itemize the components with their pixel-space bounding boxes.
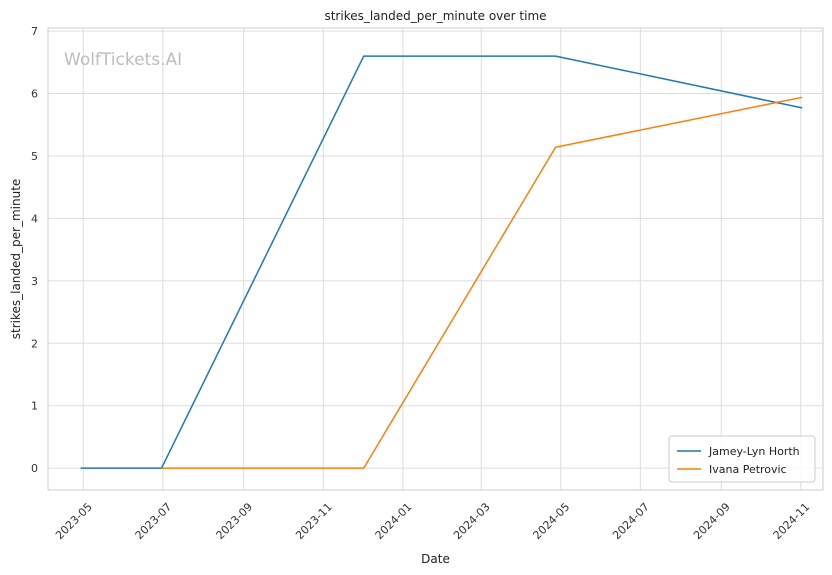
y-tick-label: 2 <box>31 337 38 350</box>
y-tick-label: 6 <box>31 88 38 101</box>
legend-label-ivana-petrovic: Ivana Petrovic <box>709 463 787 476</box>
watermark-text: WolfTickets.AI <box>64 50 182 70</box>
legend-box <box>668 435 816 483</box>
x-tick-label: 2024-07 <box>610 500 652 542</box>
x-tick-label: 2024-11 <box>771 500 813 542</box>
x-tick-label: 2023-05 <box>53 500 95 542</box>
x-axis-ticks: 2023-05 2023-07 2023-09 2023-11 2024-01 2024-… <box>53 500 812 542</box>
x-tick-label: 2024-01 <box>373 500 415 542</box>
x-axis-title: Date <box>421 552 450 566</box>
y-tick-label: 0 <box>31 462 38 475</box>
x-tick-label: 2023-11 <box>293 500 335 542</box>
chart-title: strikes_landed_per_minute over time <box>324 9 546 23</box>
series-line-jamey-lyn-horth <box>80 55 803 469</box>
legend: Jamey-Lyn Horth Ivana Petrovic <box>668 435 816 483</box>
x-tick-label: 2023-07 <box>133 500 175 542</box>
legend-label-jamey-lyn-horth: Jamey-Lyn Horth <box>708 445 800 458</box>
series-layer <box>80 55 803 469</box>
grid <box>48 28 823 490</box>
y-tick-label: 7 <box>31 25 38 38</box>
y-tick-label: 5 <box>31 150 38 163</box>
y-tick-label: 4 <box>31 212 38 225</box>
y-tick-label: 3 <box>31 275 38 288</box>
x-tick-label: 2023-09 <box>214 500 256 542</box>
y-axis-title: strikes_landed_per_minute <box>9 179 23 340</box>
y-tick-label: 1 <box>31 400 38 413</box>
x-tick-label: 2024-09 <box>691 500 733 542</box>
x-tick-label: 2024-05 <box>531 500 573 542</box>
y-axis-ticks: 0 1 2 3 4 5 6 7 <box>31 25 38 475</box>
plot-area-frame <box>47 27 824 491</box>
series-line-ivana-petrovic <box>161 96 803 469</box>
x-tick-label: 2024-03 <box>451 500 493 542</box>
